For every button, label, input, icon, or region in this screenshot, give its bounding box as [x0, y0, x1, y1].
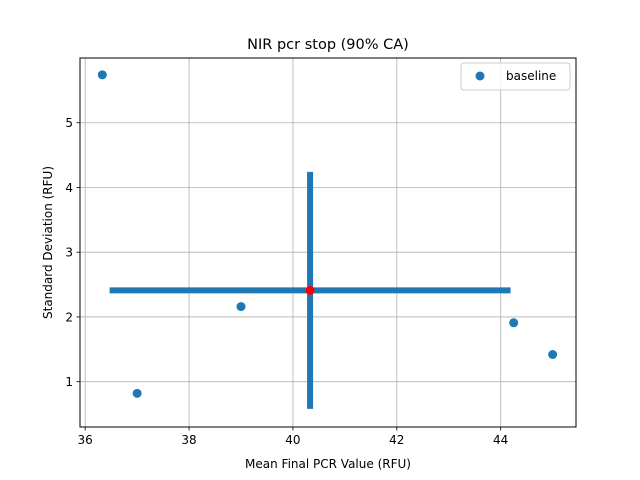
- x-tick-label: 44: [493, 433, 508, 447]
- x-tick-label: 42: [389, 433, 404, 447]
- y-tick-label: 4: [65, 181, 73, 195]
- legend-label: baseline: [506, 69, 556, 83]
- data-points: [97, 70, 558, 398]
- legend: baseline: [460, 62, 571, 91]
- y-tick-label: 3: [65, 246, 73, 260]
- x-tick-label: 40: [285, 433, 300, 447]
- ticks: 36 38 40 42 44 1 2 3 4 5: [65, 116, 508, 447]
- x-tick-label: 36: [78, 433, 93, 447]
- data-point: [509, 318, 519, 328]
- plot-frame: [79, 57, 577, 428]
- y-tick-label: 2: [65, 310, 73, 324]
- data-point: [236, 302, 246, 312]
- x-axis-label: Mean Final PCR Value (RFU): [245, 457, 411, 471]
- mean-point: [305, 285, 315, 295]
- legend-marker: [475, 71, 485, 81]
- y-tick-label: 1: [65, 375, 73, 389]
- y-tick-label: 5: [65, 116, 73, 130]
- data-point: [97, 70, 107, 80]
- chart-title: NIR pcr stop (90% CA): [247, 37, 409, 53]
- data-point: [132, 388, 142, 398]
- data-point: [548, 349, 558, 359]
- x-tick-label: 38: [181, 433, 196, 447]
- grid: [80, 58, 576, 427]
- y-axis-label: Standard Deviation (RFU): [41, 166, 55, 319]
- legend-box: [460, 62, 571, 91]
